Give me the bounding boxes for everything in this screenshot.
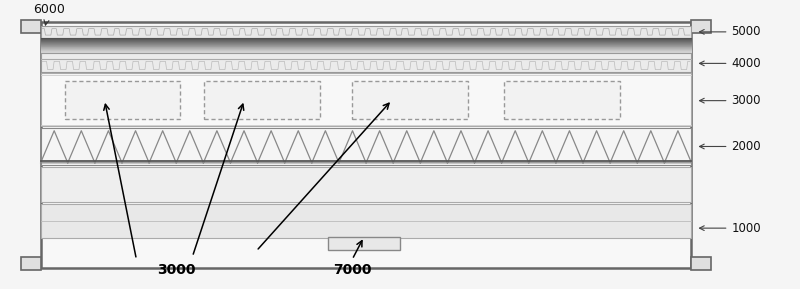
Text: 3000: 3000 <box>157 263 196 277</box>
Bar <box>41 166 691 202</box>
Bar <box>691 257 711 270</box>
Bar <box>352 81 468 119</box>
Bar <box>41 73 691 126</box>
Text: 7000: 7000 <box>333 263 371 277</box>
Bar <box>41 53 691 72</box>
Bar <box>21 257 41 270</box>
Text: 4000: 4000 <box>699 57 761 70</box>
Bar <box>41 128 691 165</box>
Text: 5000: 5000 <box>699 25 761 38</box>
Text: 3000: 3000 <box>699 94 761 107</box>
Text: 2000: 2000 <box>699 140 761 153</box>
Text: 1000: 1000 <box>699 222 761 235</box>
Bar <box>504 81 620 119</box>
Bar <box>204 81 320 119</box>
Bar <box>65 81 180 119</box>
Text: 6000: 6000 <box>33 3 65 25</box>
Bar <box>21 20 41 33</box>
Bar <box>691 20 711 33</box>
Bar <box>328 237 400 250</box>
Bar <box>41 22 691 268</box>
Bar <box>41 204 691 238</box>
Bar <box>41 38 691 52</box>
Bar <box>41 26 691 38</box>
